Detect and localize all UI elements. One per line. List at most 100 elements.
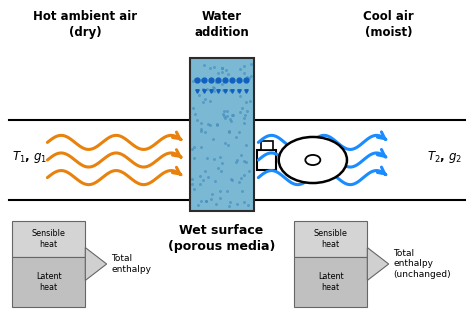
Point [198, 120, 205, 125]
Point [196, 174, 204, 179]
Point [218, 169, 225, 174]
Point [206, 66, 214, 71]
Point [210, 64, 218, 69]
Point [189, 176, 196, 181]
Point [223, 189, 231, 194]
Point [204, 174, 211, 179]
Point [197, 128, 205, 133]
Point [214, 71, 222, 76]
Point [218, 65, 226, 70]
Point [227, 176, 235, 181]
Point [202, 198, 210, 203]
Point [202, 198, 210, 203]
Point [209, 191, 216, 196]
Point [237, 66, 244, 71]
Point [212, 201, 219, 206]
Point [202, 199, 210, 204]
Point [247, 74, 255, 79]
Point [218, 65, 226, 70]
Point [190, 187, 198, 192]
Point [210, 85, 218, 91]
Point [188, 147, 196, 152]
Point [188, 147, 196, 152]
Point [206, 99, 214, 104]
Point [211, 178, 219, 183]
Point [240, 71, 248, 76]
Point [235, 130, 243, 135]
Point [228, 112, 236, 117]
Point [189, 182, 196, 187]
Point [233, 159, 240, 164]
Point [215, 165, 222, 171]
Point [219, 111, 227, 116]
Point [234, 89, 242, 94]
Point [191, 76, 198, 81]
Point [219, 70, 226, 75]
Point [216, 189, 223, 194]
Point [228, 178, 236, 183]
Point [191, 112, 199, 117]
Point [209, 191, 216, 196]
Point [220, 108, 228, 114]
Text: $T_1$, $g_1$: $T_1$, $g_1$ [12, 149, 47, 165]
Point [240, 200, 247, 205]
Point [210, 88, 218, 93]
Text: Latent
heat: Latent heat [36, 272, 62, 292]
Point [246, 98, 254, 103]
Point [225, 129, 233, 134]
Point [240, 64, 247, 69]
Point [203, 87, 210, 92]
Point [204, 174, 211, 179]
Point [246, 168, 253, 173]
Point [194, 203, 201, 208]
Point [244, 202, 252, 207]
Text: Latent
heat: Latent heat [318, 272, 344, 292]
Point [237, 152, 245, 157]
FancyBboxPatch shape [261, 141, 273, 150]
FancyBboxPatch shape [190, 58, 254, 211]
Point [197, 126, 204, 131]
Point [234, 157, 241, 163]
Point [242, 99, 250, 104]
Point [233, 202, 240, 207]
Point [198, 120, 205, 125]
Point [191, 156, 198, 161]
Point [201, 169, 209, 174]
Point [238, 106, 246, 111]
Text: Total
enthalpy: Total enthalpy [111, 254, 151, 274]
Point [232, 135, 240, 140]
Point [189, 176, 196, 181]
Point [243, 142, 250, 147]
Point [229, 113, 237, 118]
Point [240, 172, 247, 177]
Point [238, 189, 246, 194]
Point [237, 176, 245, 181]
Point [226, 87, 234, 92]
Point [213, 123, 220, 128]
Point [203, 87, 210, 92]
Point [247, 74, 255, 79]
Point [244, 202, 252, 207]
Point [226, 116, 234, 122]
Point [244, 74, 251, 79]
Point [194, 203, 201, 208]
Point [191, 156, 198, 161]
Point [222, 87, 229, 92]
Point [210, 85, 218, 91]
Point [190, 145, 198, 150]
Point [214, 121, 221, 126]
Point [225, 143, 232, 148]
Point [240, 159, 248, 164]
Polygon shape [85, 248, 107, 280]
Text: Sensible
heat: Sensible heat [32, 229, 65, 249]
Point [219, 87, 227, 92]
Point [218, 160, 226, 165]
Point [200, 62, 208, 68]
Point [209, 84, 217, 89]
Point [220, 113, 228, 118]
Point [223, 108, 231, 113]
Point [206, 66, 214, 71]
Point [234, 89, 242, 94]
Point [201, 169, 209, 174]
Point [221, 116, 228, 121]
